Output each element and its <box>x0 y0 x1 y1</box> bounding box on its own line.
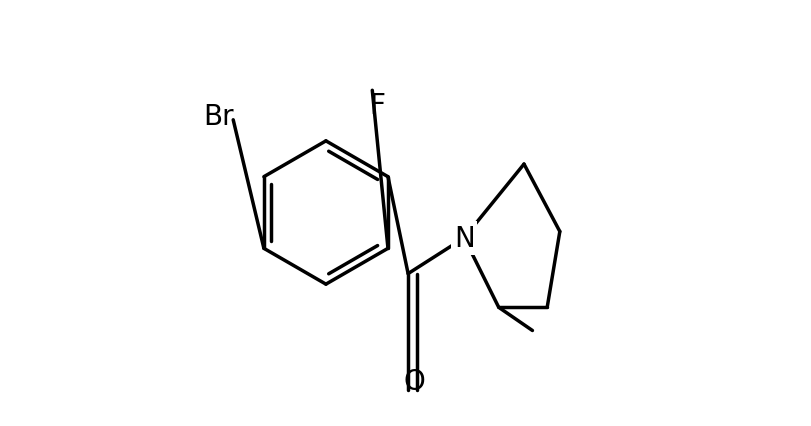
Text: O: O <box>403 367 425 395</box>
Text: Br: Br <box>203 102 234 130</box>
Text: F: F <box>369 92 385 120</box>
Text: N: N <box>453 224 474 252</box>
